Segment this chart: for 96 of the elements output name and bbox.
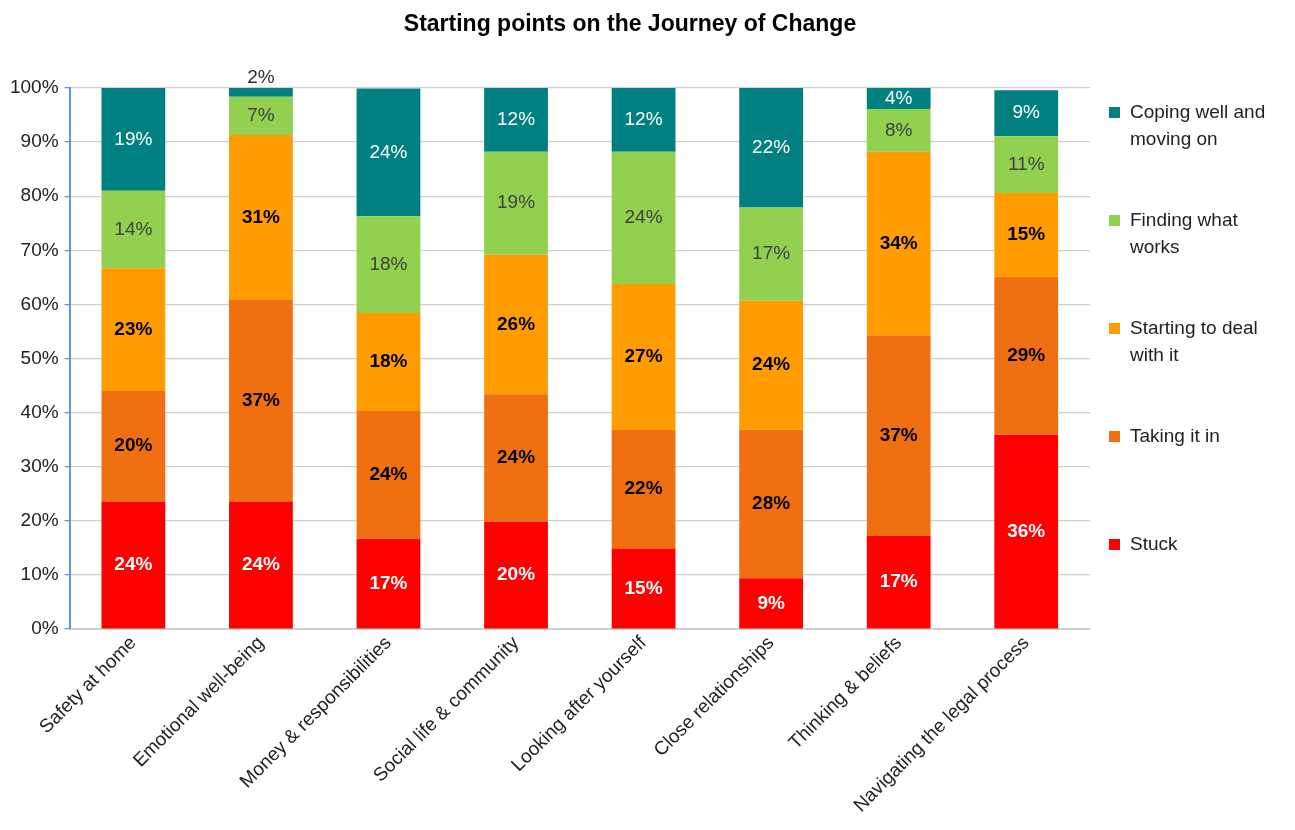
data-label: 22% bbox=[752, 136, 791, 158]
data-label: 18% bbox=[369, 350, 408, 372]
bar bbox=[739, 429, 804, 579]
data-label: 29% bbox=[1007, 344, 1046, 366]
data-label: 20% bbox=[497, 563, 536, 585]
data-label: 17% bbox=[752, 242, 791, 264]
bar bbox=[484, 88, 548, 152]
y-tick-label: 100% bbox=[9, 76, 59, 98]
data-label: 4% bbox=[884, 86, 913, 108]
y-tick-label: 50% bbox=[20, 346, 59, 368]
bar bbox=[101, 190, 166, 269]
legend-label: Finding what works bbox=[1130, 208, 1239, 259]
data-label: 9% bbox=[1012, 101, 1041, 123]
data-label: 22% bbox=[624, 477, 663, 499]
bar bbox=[994, 136, 1059, 193]
bar bbox=[356, 411, 421, 539]
bar bbox=[101, 391, 166, 502]
bar bbox=[611, 151, 676, 284]
bar bbox=[484, 254, 548, 395]
data-label: 24% bbox=[624, 206, 663, 228]
y-tick-label: 80% bbox=[20, 184, 59, 206]
data-label: 36% bbox=[1007, 519, 1046, 541]
bar bbox=[739, 88, 804, 208]
y-tick-label: 10% bbox=[20, 563, 59, 585]
bar bbox=[229, 501, 293, 629]
data-label: 18% bbox=[369, 252, 408, 274]
data-label: 11% bbox=[1007, 152, 1045, 174]
legend-label: Coping well and moving on bbox=[1130, 100, 1267, 151]
y-tick-label: 40% bbox=[20, 400, 59, 422]
data-label: 15% bbox=[1007, 223, 1046, 245]
y-tick-label: 0% bbox=[31, 617, 59, 639]
y-tick-label: 30% bbox=[20, 455, 59, 476]
data-label: 24% bbox=[241, 553, 281, 575]
bar bbox=[866, 151, 931, 336]
bar bbox=[866, 335, 931, 537]
data-label: 24% bbox=[752, 353, 791, 375]
y-tick-label: 20% bbox=[20, 509, 59, 531]
data-label: 37% bbox=[879, 423, 918, 445]
bar bbox=[484, 394, 548, 522]
bar bbox=[356, 88, 421, 217]
data-label: 8% bbox=[884, 118, 913, 140]
data-label: 17% bbox=[879, 570, 918, 592]
data-label: 7% bbox=[247, 104, 275, 126]
data-label: 24% bbox=[114, 553, 153, 575]
data-label: 12% bbox=[497, 108, 536, 130]
bar bbox=[994, 192, 1059, 277]
y-tick-label: 60% bbox=[20, 292, 59, 314]
data-label: 27% bbox=[624, 345, 663, 367]
data-label: 2% bbox=[247, 65, 275, 87]
bar bbox=[101, 88, 166, 191]
data-label: 28% bbox=[752, 492, 791, 514]
bar bbox=[229, 88, 293, 97]
bar bbox=[994, 90, 1059, 137]
data-label: 19% bbox=[114, 127, 153, 149]
bar bbox=[866, 109, 931, 152]
bar bbox=[229, 96, 293, 136]
data-label: 9% bbox=[757, 591, 785, 613]
bar bbox=[484, 151, 548, 255]
legend-label: Stuck bbox=[1130, 532, 1178, 556]
bar bbox=[739, 207, 804, 301]
data-label: 24% bbox=[369, 140, 408, 162]
bar bbox=[611, 283, 676, 430]
bar bbox=[484, 521, 548, 629]
data-label: 34% bbox=[879, 231, 918, 253]
bar bbox=[994, 434, 1059, 629]
bar bbox=[356, 313, 421, 412]
y-tick-label: 70% bbox=[20, 238, 59, 260]
bar bbox=[611, 429, 676, 549]
bar bbox=[866, 536, 931, 629]
data-label: 15% bbox=[624, 576, 663, 598]
bar bbox=[611, 88, 676, 152]
legend-label: Taking it in bbox=[1130, 424, 1220, 448]
bar bbox=[229, 300, 293, 502]
bar bbox=[101, 268, 166, 392]
data-label: 14% bbox=[114, 217, 153, 239]
legend-label: Starting to deal with it bbox=[1130, 316, 1259, 367]
data-label: 17% bbox=[369, 571, 408, 593]
chart-title: Starting points on the Journey of Change bbox=[402, 9, 858, 38]
bar bbox=[229, 135, 293, 301]
bar bbox=[611, 548, 676, 629]
y-tick-label: 90% bbox=[20, 130, 59, 152]
bar bbox=[356, 216, 421, 314]
data-label: 20% bbox=[114, 434, 153, 456]
data-label: 37% bbox=[241, 388, 281, 410]
data-label: 31% bbox=[241, 205, 281, 227]
data-label: 24% bbox=[497, 446, 536, 468]
data-label: 24% bbox=[369, 463, 408, 485]
bar bbox=[994, 276, 1059, 435]
data-label: 23% bbox=[114, 317, 153, 339]
data-label: 12% bbox=[624, 108, 663, 130]
bar bbox=[101, 501, 166, 629]
bar bbox=[739, 578, 804, 629]
bar bbox=[356, 538, 421, 629]
data-label: 26% bbox=[497, 312, 536, 334]
bar bbox=[739, 300, 804, 430]
data-label: 19% bbox=[497, 191, 536, 213]
